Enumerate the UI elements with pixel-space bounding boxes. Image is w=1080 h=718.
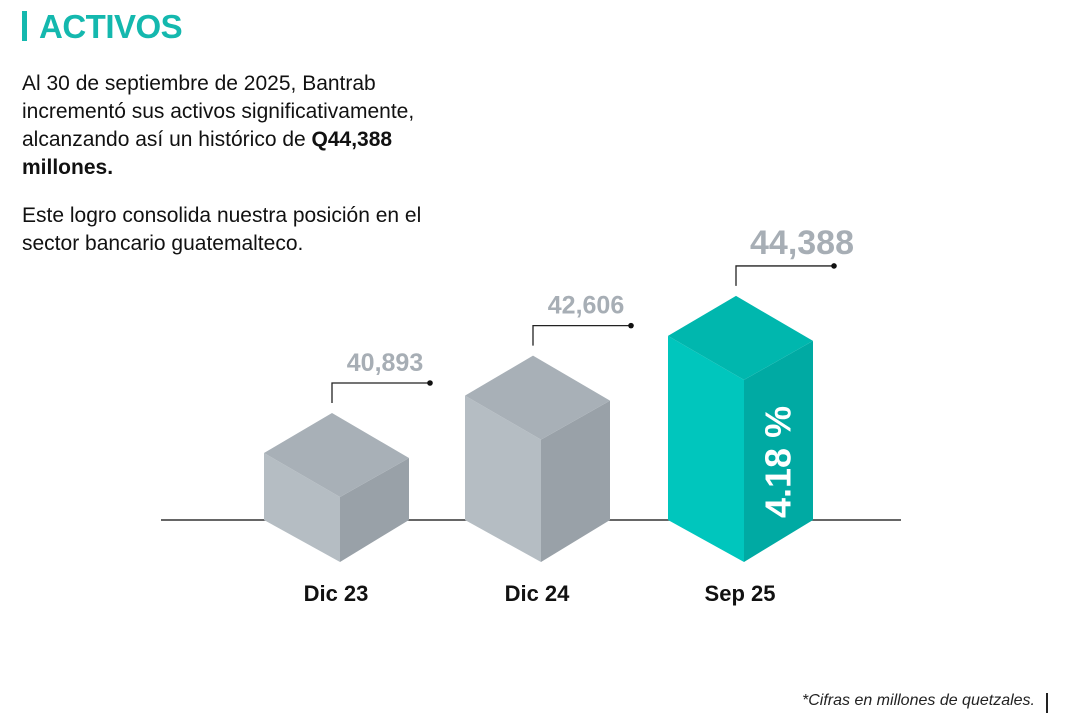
second-paragraph: Este logro consolida nuestra posición en… bbox=[22, 204, 422, 255]
growth-annotation: 4.18 % bbox=[758, 406, 799, 518]
bar-front-face bbox=[465, 395, 541, 562]
bar-1: 40,893 Dic 23 bbox=[264, 349, 433, 606]
leader-line bbox=[331, 382, 430, 403]
bar-front-face bbox=[668, 335, 744, 562]
value-label: 44,388 bbox=[750, 224, 854, 262]
bar-top-face bbox=[264, 413, 409, 497]
intro-paragraph: Al 30 de septiembre de 2025, Bantrab inc… bbox=[22, 70, 422, 182]
leader-dot bbox=[831, 263, 837, 269]
bar-side-face bbox=[744, 340, 813, 562]
category-label: Dic 24 bbox=[505, 581, 571, 606]
bar-3: 44,388 Sep 25 4.18 % bbox=[668, 224, 854, 606]
title-text: ACTIVOS bbox=[39, 8, 183, 45]
category-label: Dic 23 bbox=[304, 581, 369, 606]
bar-front-face bbox=[264, 453, 340, 562]
footnote-divider bbox=[1046, 693, 1048, 713]
leader-line bbox=[735, 265, 834, 286]
leader-dot bbox=[427, 380, 433, 386]
leader-dot bbox=[628, 322, 634, 329]
bar-side-face bbox=[541, 400, 610, 562]
title-accent-bar bbox=[22, 11, 27, 41]
category-label: Sep 25 bbox=[705, 581, 776, 606]
intro-text: Al 30 de septiembre de 2025, Bantrab inc… bbox=[22, 72, 415, 151]
leader-line bbox=[532, 324, 631, 346]
bar-top-face bbox=[668, 295, 813, 380]
bar-2: 42,606 Dic 24 bbox=[465, 292, 634, 606]
page-title: ACTIVOS bbox=[22, 8, 183, 46]
intro-highlight: Q44,388 millones. bbox=[22, 128, 393, 179]
bar-top-face bbox=[465, 355, 610, 440]
value-label: 42,606 bbox=[548, 292, 624, 320]
bar-side-face bbox=[340, 458, 409, 562]
value-label: 40,893 bbox=[347, 349, 423, 377]
footnote: *Cifras en millones de quetzales. bbox=[801, 692, 1035, 709]
